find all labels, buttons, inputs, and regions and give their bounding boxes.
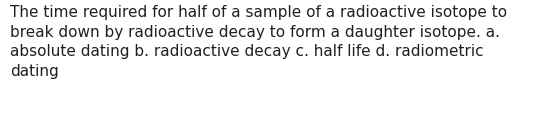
Text: The time required for half of a sample of a radioactive isotope to
break down by: The time required for half of a sample o… xyxy=(10,5,507,79)
